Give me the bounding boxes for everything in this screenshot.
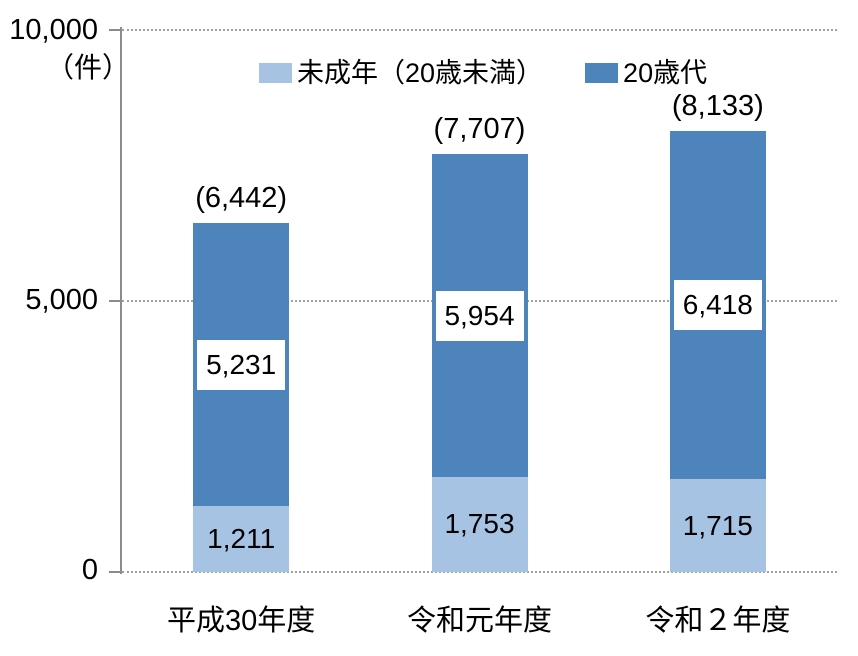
legend-label-minors: 未成年（20歳未満） (297, 58, 544, 88)
segment-value-box: 6,418 (673, 280, 762, 331)
bar-1-segment-minors (431, 476, 528, 572)
segment-value-box: 5,954 (435, 290, 524, 341)
y-axis-tick-label-5000: 5,000 (25, 284, 98, 316)
legend-swatch-twenties-icon (585, 63, 619, 83)
segment-value-label: 1,715 (682, 509, 753, 541)
x-axis-label: 令和元年度 (406, 605, 552, 637)
y-axis-line (120, 27, 122, 574)
bar-2-segment-minors (669, 479, 766, 572)
legend-item-twenties: 20歳代 (585, 58, 707, 88)
segment-value-box: 5,231 (197, 339, 286, 390)
segment-value-label: 1,753 (444, 508, 515, 540)
y-axis-tick-label-10000: 10,000 (9, 14, 98, 46)
y-axis-tickmark-0 (109, 571, 122, 573)
total-label: (7,707) (433, 113, 526, 146)
y-axis-tickmark-10000 (109, 29, 122, 31)
x-axis-label: 平成30年度 (167, 605, 316, 637)
total-label: (6,442) (195, 181, 288, 214)
total-label: (8,133) (671, 90, 764, 123)
legend: 未成年（20歳未満） 20歳代 (259, 58, 707, 88)
y-axis-tickmark-5000 (109, 300, 122, 302)
y-axis-tick-label-0: 0 (81, 554, 98, 586)
legend-swatch-minors-icon (259, 63, 292, 83)
gridline-0 (122, 571, 837, 573)
segment-value-label: 1,211 (207, 523, 276, 555)
gridline-10000 (122, 29, 837, 31)
legend-item-minors: 未成年（20歳未満） (259, 58, 543, 88)
bar-0-segment-minors (193, 506, 290, 572)
x-axis-label: 令和２年度 (645, 605, 791, 637)
y-axis-unit-label: （件） (45, 52, 130, 83)
legend-label-twenties: 20歳代 (623, 58, 708, 88)
